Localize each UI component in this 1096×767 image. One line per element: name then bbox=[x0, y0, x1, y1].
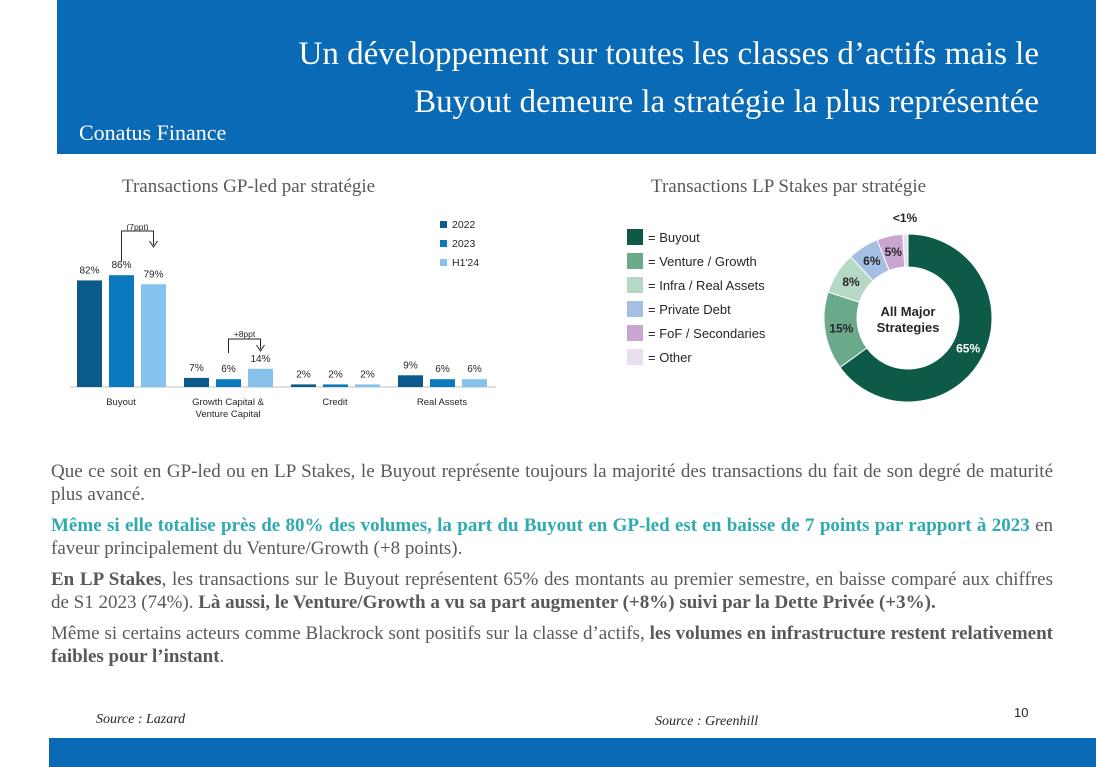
bar-H1'24-3 bbox=[462, 379, 487, 387]
legend-label-H1'24: H1'24 bbox=[452, 257, 479, 269]
bar-data-label: 2% bbox=[296, 369, 311, 380]
donut-chart: = Buyout = Venture / Growth = Infra / Real… bbox=[627, 211, 993, 403]
bar-data-label: 7% bbox=[189, 363, 204, 374]
bar-data-label: 2% bbox=[360, 369, 375, 380]
legend-swatch-4 bbox=[627, 325, 643, 341]
donut-center-label: All Major bbox=[881, 304, 936, 319]
bar-H1'24-1 bbox=[248, 368, 273, 387]
annotation-label: (7ppt) bbox=[126, 222, 148, 232]
legend-swatch-3 bbox=[627, 301, 643, 317]
bar-2023-0 bbox=[109, 275, 134, 387]
category-label: Venture Capital bbox=[196, 409, 261, 420]
bar-2023-3 bbox=[430, 379, 455, 387]
annotation-arrow bbox=[149, 240, 158, 248]
legend-label-0: = Buyout bbox=[648, 230, 700, 245]
legend-label-2023: 2023 bbox=[452, 238, 476, 250]
paragraph-3: En LP Stakes, les transactions sur le Bu… bbox=[51, 568, 1053, 614]
bar-2023-2 bbox=[323, 384, 348, 387]
category-label: Credit bbox=[322, 397, 348, 408]
category-label: Buyout bbox=[106, 397, 136, 408]
paragraph-1: Que ce soit en GP-led ou en LP Stakes, l… bbox=[51, 460, 1053, 506]
donut-slice-label: 8% bbox=[842, 275, 860, 289]
legend-label-2022: 2022 bbox=[452, 219, 476, 231]
paragraph-2: Même si elle totalise près de 80% des vo… bbox=[51, 514, 1053, 560]
bar-data-label: 6% bbox=[467, 364, 482, 375]
bar-H1'24-0 bbox=[141, 284, 166, 387]
bar-2022-2 bbox=[291, 384, 316, 387]
bar-chart: 82% 86% 79% Buyout 7% 6% 14% Growth Capital &Ve… bbox=[70, 219, 496, 420]
legend-label-3: = Private Debt bbox=[648, 302, 731, 317]
bar-data-label: 6% bbox=[221, 364, 236, 375]
bar-data-label: 79% bbox=[143, 269, 163, 280]
page-number: 10 bbox=[1014, 705, 1029, 720]
category-label: Growth Capital & bbox=[192, 397, 264, 408]
bar-data-label: 82% bbox=[79, 265, 99, 276]
legend-label-2: = Infra / Real Assets bbox=[648, 278, 765, 293]
category-label: Real Assets bbox=[417, 397, 467, 408]
paragraph-4-end: . bbox=[219, 646, 225, 667]
bar-2022-3 bbox=[398, 375, 423, 387]
paragraph-1-text: Que ce soit en GP-led ou en LP Stakes, l… bbox=[51, 461, 1053, 505]
donut-center-label: Strategies bbox=[877, 320, 940, 335]
donut-slice-label: 6% bbox=[863, 254, 881, 268]
legend-swatch-2022 bbox=[440, 221, 447, 228]
bar-2022-0 bbox=[77, 280, 102, 387]
annotation-bracket bbox=[121, 230, 154, 262]
donut-slice-5 bbox=[902, 233, 909, 268]
donut-slice-label: 5% bbox=[885, 245, 903, 259]
annotation-bracket bbox=[228, 338, 261, 353]
paragraph-4-text: Même si certains acteurs comme Blackrock… bbox=[51, 623, 650, 644]
page-subtitle: Conatus Finance bbox=[79, 120, 227, 145]
page-title: Un développement sur toutes les classes … bbox=[139, 30, 1039, 126]
legend-swatch-2 bbox=[627, 277, 643, 293]
donut-slice-label: 15% bbox=[829, 322, 853, 336]
legend-swatch-2023 bbox=[440, 240, 447, 247]
title-line-1: Un développement sur toutes les classes … bbox=[298, 36, 1039, 72]
legend-swatch-1 bbox=[627, 253, 643, 269]
bar-H1'24-2 bbox=[355, 384, 380, 387]
bar-2023-1 bbox=[216, 379, 241, 387]
right-chart-title: Transactions LP Stakes par stratégie bbox=[651, 176, 927, 197]
paragraph-3-bold-2: Là aussi, le Venture/Growth a vu sa part… bbox=[198, 592, 936, 613]
paragraph-3-text: , les transactions sur le Buyout représe… bbox=[51, 569, 1053, 613]
donut-slice-label: <1% bbox=[893, 211, 918, 225]
legend-swatch-H1'24 bbox=[440, 259, 447, 266]
body-text: Que ce soit en GP-led ou en LP Stakes, l… bbox=[51, 460, 1053, 676]
paragraph-2-highlight: Même si elle totalise près de 80% des vo… bbox=[51, 515, 1030, 536]
bar-data-label: 14% bbox=[250, 354, 270, 365]
legend-label-4: = FoF / Secondaries bbox=[648, 326, 766, 341]
annotation-label: +8ppt bbox=[234, 329, 256, 339]
annotation-arrow bbox=[256, 344, 265, 352]
paragraph-4-bold: les volumes en infrastructure restent re… bbox=[51, 623, 1053, 667]
legend-swatch-5 bbox=[627, 349, 643, 365]
bar-data-label: 2% bbox=[328, 369, 343, 380]
footer-bar bbox=[49, 738, 1096, 767]
source-right: Source : Greenhill bbox=[655, 714, 759, 729]
legend-label-1: = Venture / Growth bbox=[648, 254, 757, 269]
donut-slice-label: 65% bbox=[956, 342, 980, 356]
legend-swatch-0 bbox=[627, 229, 643, 245]
header-banner: Un développement sur toutes les classes … bbox=[57, 0, 1096, 154]
paragraph-2-text: en faveur principalement du Venture/Grow… bbox=[51, 515, 1054, 559]
source-left: Source : Lazard bbox=[96, 712, 186, 727]
bar-data-label: 9% bbox=[403, 360, 418, 371]
bar-2022-1 bbox=[184, 377, 209, 387]
title-line-2: Buyout demeure la stratégie la plus repr… bbox=[414, 84, 1039, 120]
donut-slice-0 bbox=[839, 233, 993, 403]
paragraph-3-bold-1: En LP Stakes bbox=[51, 569, 162, 590]
bar-data-label: 6% bbox=[435, 364, 450, 375]
left-chart-title: Transactions GP-led par stratégie bbox=[122, 176, 376, 197]
legend-label-5: = Other bbox=[648, 350, 692, 365]
paragraph-4: Même si certains acteurs comme Blackrock… bbox=[51, 622, 1053, 668]
bar-data-label: 86% bbox=[111, 260, 131, 271]
